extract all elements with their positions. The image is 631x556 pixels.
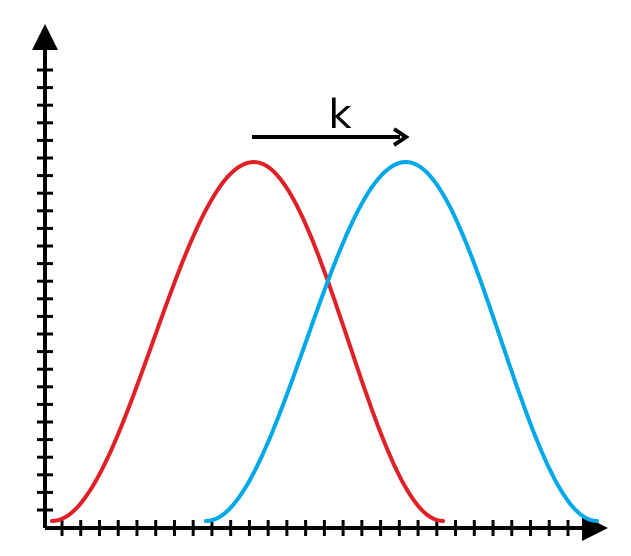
axes bbox=[32, 24, 608, 541]
x-axis-arrowhead bbox=[582, 515, 608, 541]
shift-arrowhead bbox=[392, 127, 410, 147]
shift-label: k bbox=[328, 92, 352, 138]
x-axis-ticks bbox=[60, 520, 570, 536]
y-axis-arrowhead bbox=[32, 24, 58, 50]
shifted-curve bbox=[204, 159, 599, 523]
shift-arrow bbox=[252, 127, 410, 147]
y-axis-ticks bbox=[37, 68, 53, 512]
original-curve bbox=[50, 159, 445, 523]
